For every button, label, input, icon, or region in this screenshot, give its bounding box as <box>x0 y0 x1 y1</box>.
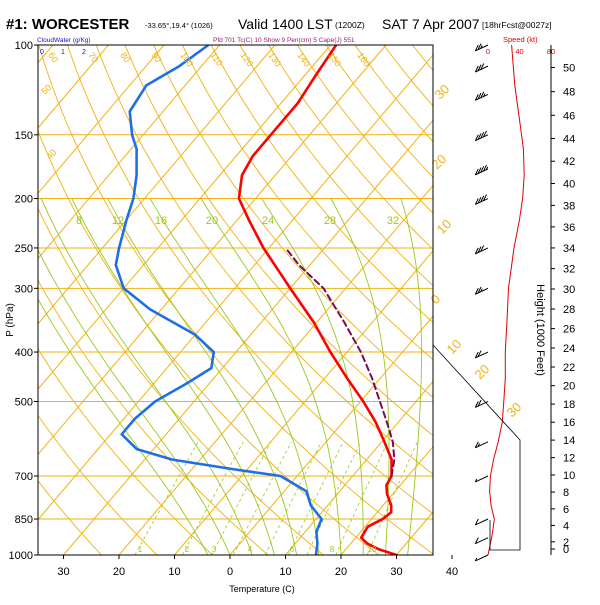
height-tick-label: 2 <box>563 537 569 549</box>
height-tick-label: 38 <box>563 200 575 212</box>
height-tick-label: 26 <box>563 324 575 336</box>
speed-legend: Speed (kt) <box>503 35 538 44</box>
height-tick-label: 30 <box>563 284 575 296</box>
pressure-tick-label: 100 <box>15 40 33 52</box>
height-tick-label: 44 <box>563 133 575 145</box>
chart-title-utc: (1200Z) <box>335 20 365 30</box>
moist-adiabat-label: 1 <box>138 545 143 554</box>
height-tick-label: 8 <box>563 487 569 499</box>
height-tick-label: 46 <box>563 110 575 122</box>
height-tick-label: 14 <box>563 435 575 447</box>
pressure-tick-label: 400 <box>15 347 33 359</box>
height-tick-label: 34 <box>563 243 575 255</box>
height-tick-label: 16 <box>563 417 575 429</box>
height-tick-label: 42 <box>563 156 575 168</box>
height-tick-label: 20 <box>563 381 575 393</box>
moist-adiabat-label: 3 <box>212 545 217 554</box>
speed-tick-label: 40 <box>515 47 523 56</box>
cloudwater-legend: CloudWater (g/Kg) <box>37 37 91 44</box>
mixing-ratio-label: 12 <box>112 215 124 227</box>
x-axis-label: Temperature (C) <box>229 584 295 594</box>
cloudwater-tick-label: 2 <box>82 49 86 56</box>
height-tick-label: 50 <box>563 63 575 75</box>
pressure-tick-label: 300 <box>15 283 33 295</box>
chart-title-forecast: [18hrFcst@0027z] <box>482 20 552 30</box>
chart-title-coords: -33.65°,19.4° (1026) <box>145 21 213 30</box>
height-axis-label: Height (1000 Feet) <box>534 284 546 376</box>
temperature-tick-label: 30 <box>57 566 69 578</box>
cloudwater-tick-label: 1 <box>61 49 65 56</box>
temperature-tick-label: 0 <box>227 566 233 578</box>
chart-title-station: #1: WORCESTER <box>6 16 130 33</box>
height-tick-label: 18 <box>563 399 575 411</box>
moist-adiabat-label: 4 <box>248 545 253 554</box>
height-tick-label: 36 <box>563 222 575 234</box>
pressure-tick-label: 150 <box>15 130 33 142</box>
height-tick-label: 6 <box>563 504 569 516</box>
temperature-tick-label: 20 <box>113 566 125 578</box>
cloudwater-tick-label: 0 <box>40 49 44 56</box>
pressure-tick-label: 1000 <box>9 550 33 562</box>
speed-tick-label: 0 <box>486 47 490 56</box>
height-tick-label: 12 <box>563 453 575 465</box>
height-tick-label: 40 <box>563 179 575 191</box>
moist-adiabat-label: 10 <box>368 545 377 554</box>
mixing-ratio-label: 16 <box>155 215 167 227</box>
chart-title-valid: Valid 1400 LST <box>238 16 333 32</box>
moist-adiabat-label: 2 <box>185 545 190 554</box>
mixing-ratio-label: 20 <box>206 215 218 227</box>
pressure-tick-label: 250 <box>15 243 33 255</box>
temperature-tick-label: 40 <box>446 566 458 578</box>
height-tick-label: 28 <box>563 304 575 316</box>
height-tick-label: 22 <box>563 362 575 374</box>
params-legend: Pfd 701 Tc(C) 10 Show 9 Pen(cm) 5 Cape(J… <box>213 37 355 44</box>
y-axis-label: P (hPa) <box>5 303 16 337</box>
moist-adiabat-label: 6 <box>290 545 295 554</box>
pressure-tick-label: 200 <box>15 194 33 206</box>
pressure-tick-label: 850 <box>15 514 33 526</box>
height-tick-label: 24 <box>563 343 575 355</box>
mixing-ratio-label: 28 <box>324 215 336 227</box>
pressure-tick-label: 500 <box>15 396 33 408</box>
pressure-tick-label: 700 <box>15 471 33 483</box>
height-tick-label: 48 <box>563 87 575 99</box>
temperature-tick-label: 30 <box>390 566 402 578</box>
temperature-tick-label: 10 <box>168 566 180 578</box>
mixing-ratio-label: 32 <box>387 215 399 227</box>
height-tick-label: 10 <box>563 470 575 482</box>
mixing-ratio-label: 8 <box>76 215 82 227</box>
chart-title-date: SAT 7 Apr 2007 <box>382 16 480 32</box>
height-tick-label: 4 <box>563 520 569 532</box>
height-tick-label: 32 <box>563 264 575 276</box>
moist-adiabat-label: 8 <box>330 545 335 554</box>
temperature-tick-label: 20 <box>335 566 347 578</box>
temperature-tick-label: 10 <box>279 566 291 578</box>
mixing-ratio-label: 24 <box>262 215 274 227</box>
